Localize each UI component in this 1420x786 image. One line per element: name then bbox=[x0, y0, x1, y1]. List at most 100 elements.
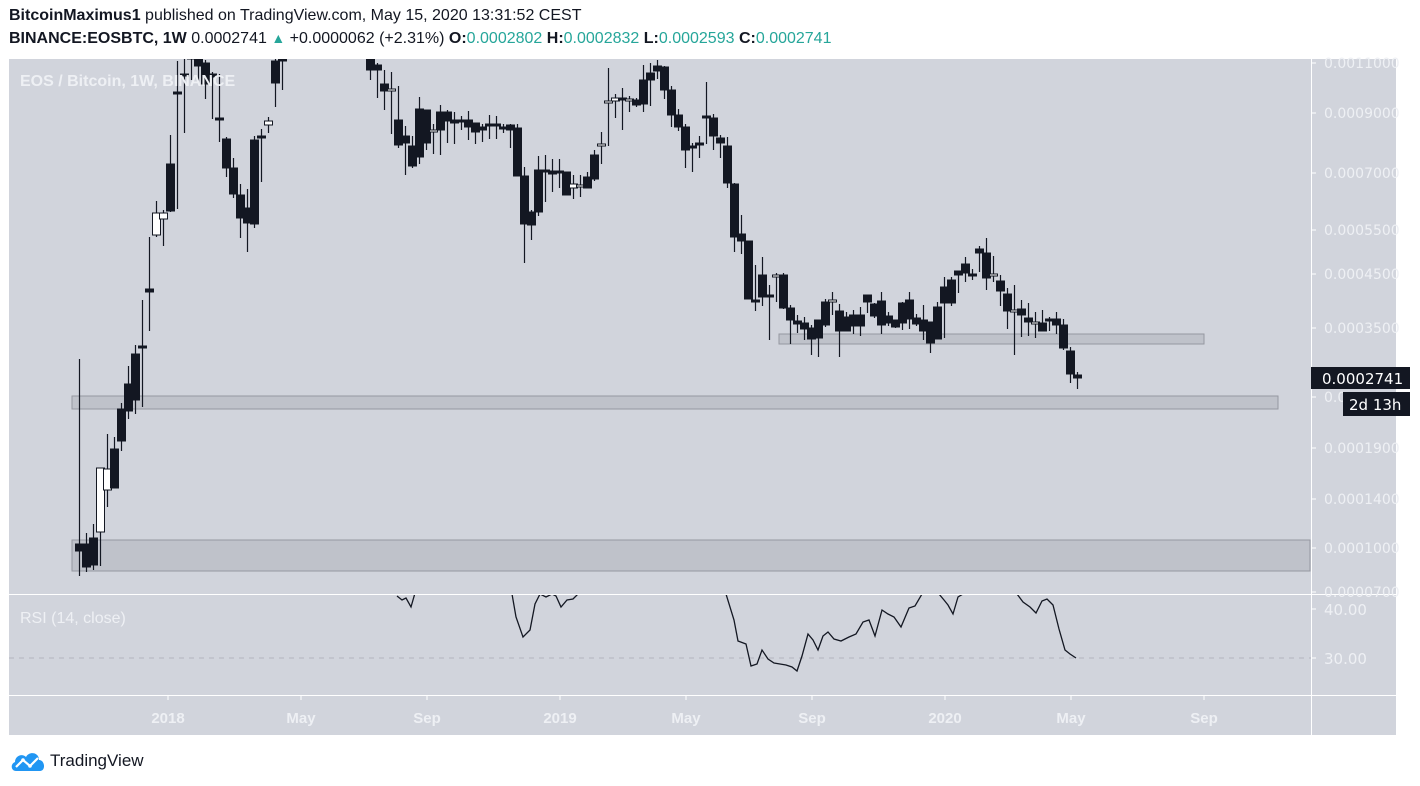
down-candle[interactable] bbox=[590, 150, 599, 181]
down-candle[interactable] bbox=[271, 58, 280, 107]
down-candle[interactable] bbox=[173, 61, 182, 209]
down-candle[interactable] bbox=[674, 109, 683, 131]
down-candle[interactable] bbox=[250, 136, 259, 228]
up-candle[interactable] bbox=[152, 201, 161, 237]
down-candle[interactable] bbox=[422, 109, 431, 150]
up-candle[interactable] bbox=[264, 117, 273, 133]
down-candle[interactable] bbox=[863, 294, 872, 313]
up-candle[interactable] bbox=[429, 124, 438, 154]
candles-layer bbox=[75, 54, 1082, 576]
down-candle[interactable] bbox=[730, 183, 739, 252]
down-candle[interactable] bbox=[394, 86, 403, 148]
down-candle[interactable] bbox=[905, 292, 914, 329]
down-candle[interactable] bbox=[1024, 303, 1033, 336]
down-candle[interactable] bbox=[737, 215, 746, 254]
down-candle[interactable] bbox=[401, 126, 410, 175]
down-candle[interactable] bbox=[779, 273, 788, 309]
down-candle[interactable] bbox=[933, 302, 942, 340]
tradingview-logo[interactable]: TradingView bbox=[10, 750, 144, 772]
up-candle[interactable] bbox=[604, 68, 613, 146]
down-candle[interactable] bbox=[1066, 347, 1075, 383]
author-name[interactable]: BitcoinMaximus1 bbox=[9, 7, 141, 24]
down-candle[interactable] bbox=[975, 246, 984, 272]
down-candle[interactable] bbox=[695, 136, 704, 158]
down-candle[interactable] bbox=[513, 124, 522, 177]
down-candle[interactable] bbox=[1059, 319, 1068, 350]
x-tick-label: May bbox=[1056, 710, 1086, 727]
down-candle[interactable] bbox=[667, 86, 676, 127]
close-label: C: bbox=[738, 30, 756, 47]
down-candle[interactable] bbox=[800, 317, 809, 340]
down-candle[interactable] bbox=[110, 437, 119, 489]
down-candle[interactable] bbox=[373, 63, 382, 98]
down-candle[interactable] bbox=[639, 65, 648, 112]
down-candle[interactable] bbox=[681, 124, 690, 168]
down-candle[interactable] bbox=[527, 210, 536, 240]
down-candle[interactable] bbox=[117, 403, 126, 451]
down-candle[interactable] bbox=[765, 285, 774, 340]
down-candle[interactable] bbox=[443, 110, 452, 143]
up-candle[interactable] bbox=[96, 467, 105, 566]
down-candle[interactable] bbox=[380, 70, 389, 110]
down-candle[interactable] bbox=[716, 135, 725, 158]
down-candle[interactable] bbox=[131, 345, 140, 414]
down-candle[interactable] bbox=[236, 184, 245, 238]
down-candle[interactable] bbox=[688, 143, 697, 172]
down-candle[interactable] bbox=[821, 299, 830, 327]
high-label: H: bbox=[546, 30, 564, 47]
down-candle[interactable] bbox=[89, 524, 98, 570]
up-candle[interactable] bbox=[989, 256, 998, 282]
down-candle[interactable] bbox=[758, 257, 767, 306]
down-candle[interactable] bbox=[187, 55, 196, 80]
down-candle[interactable] bbox=[548, 159, 557, 192]
support-zone-0.00023[interactable] bbox=[71, 395, 1279, 410]
down-candle[interactable] bbox=[1017, 300, 1026, 337]
down-candle[interactable] bbox=[618, 88, 627, 130]
down-candle[interactable] bbox=[278, 54, 287, 90]
support-zone-0.0001[interactable] bbox=[71, 539, 1311, 572]
down-candle[interactable] bbox=[1003, 288, 1012, 329]
down-candle[interactable] bbox=[856, 307, 865, 336]
down-candle[interactable] bbox=[877, 292, 886, 334]
down-candle[interactable] bbox=[534, 156, 543, 216]
down-candle[interactable] bbox=[180, 58, 189, 133]
up-candle[interactable] bbox=[387, 72, 396, 134]
down-candle[interactable] bbox=[1038, 310, 1047, 332]
down-candle[interactable] bbox=[257, 129, 266, 182]
down-candle[interactable] bbox=[166, 135, 175, 212]
up-candle[interactable] bbox=[159, 210, 168, 246]
down-candle[interactable] bbox=[1052, 312, 1061, 334]
down-candle[interactable] bbox=[215, 74, 224, 142]
down-candle[interactable] bbox=[478, 124, 487, 142]
down-candle[interactable] bbox=[744, 240, 753, 300]
down-candle[interactable] bbox=[520, 167, 529, 263]
down-candle[interactable] bbox=[982, 238, 991, 290]
down-candle[interactable] bbox=[702, 82, 711, 144]
tradingview-cloud-icon bbox=[11, 753, 45, 771]
down-candle[interactable] bbox=[366, 55, 375, 80]
down-candle[interactable] bbox=[786, 305, 795, 344]
down-candle[interactable] bbox=[222, 137, 231, 177]
down-candle[interactable] bbox=[138, 300, 147, 407]
down-candle[interactable] bbox=[145, 237, 154, 331]
up-candle[interactable] bbox=[597, 132, 606, 164]
resistance-zone-0.00033[interactable] bbox=[778, 333, 1205, 345]
down-candle[interactable] bbox=[229, 158, 238, 198]
down-candle[interactable] bbox=[471, 122, 480, 144]
down-candle[interactable] bbox=[814, 319, 823, 357]
down-candle[interactable] bbox=[996, 275, 1005, 306]
down-candle[interactable] bbox=[208, 72, 217, 119]
down-candle[interactable] bbox=[583, 172, 592, 189]
down-candle[interactable] bbox=[723, 137, 732, 188]
down-candle[interactable] bbox=[1073, 372, 1082, 389]
down-candle[interactable] bbox=[660, 66, 669, 99]
down-candle[interactable] bbox=[751, 265, 760, 311]
down-candle[interactable] bbox=[947, 277, 956, 306]
down-candle[interactable] bbox=[968, 269, 977, 280]
down-candle[interactable] bbox=[709, 114, 718, 150]
down-candle[interactable] bbox=[492, 116, 501, 139]
up-candle[interactable] bbox=[828, 292, 837, 315]
down-candle[interactable] bbox=[961, 257, 970, 282]
down-candle[interactable] bbox=[646, 63, 655, 106]
